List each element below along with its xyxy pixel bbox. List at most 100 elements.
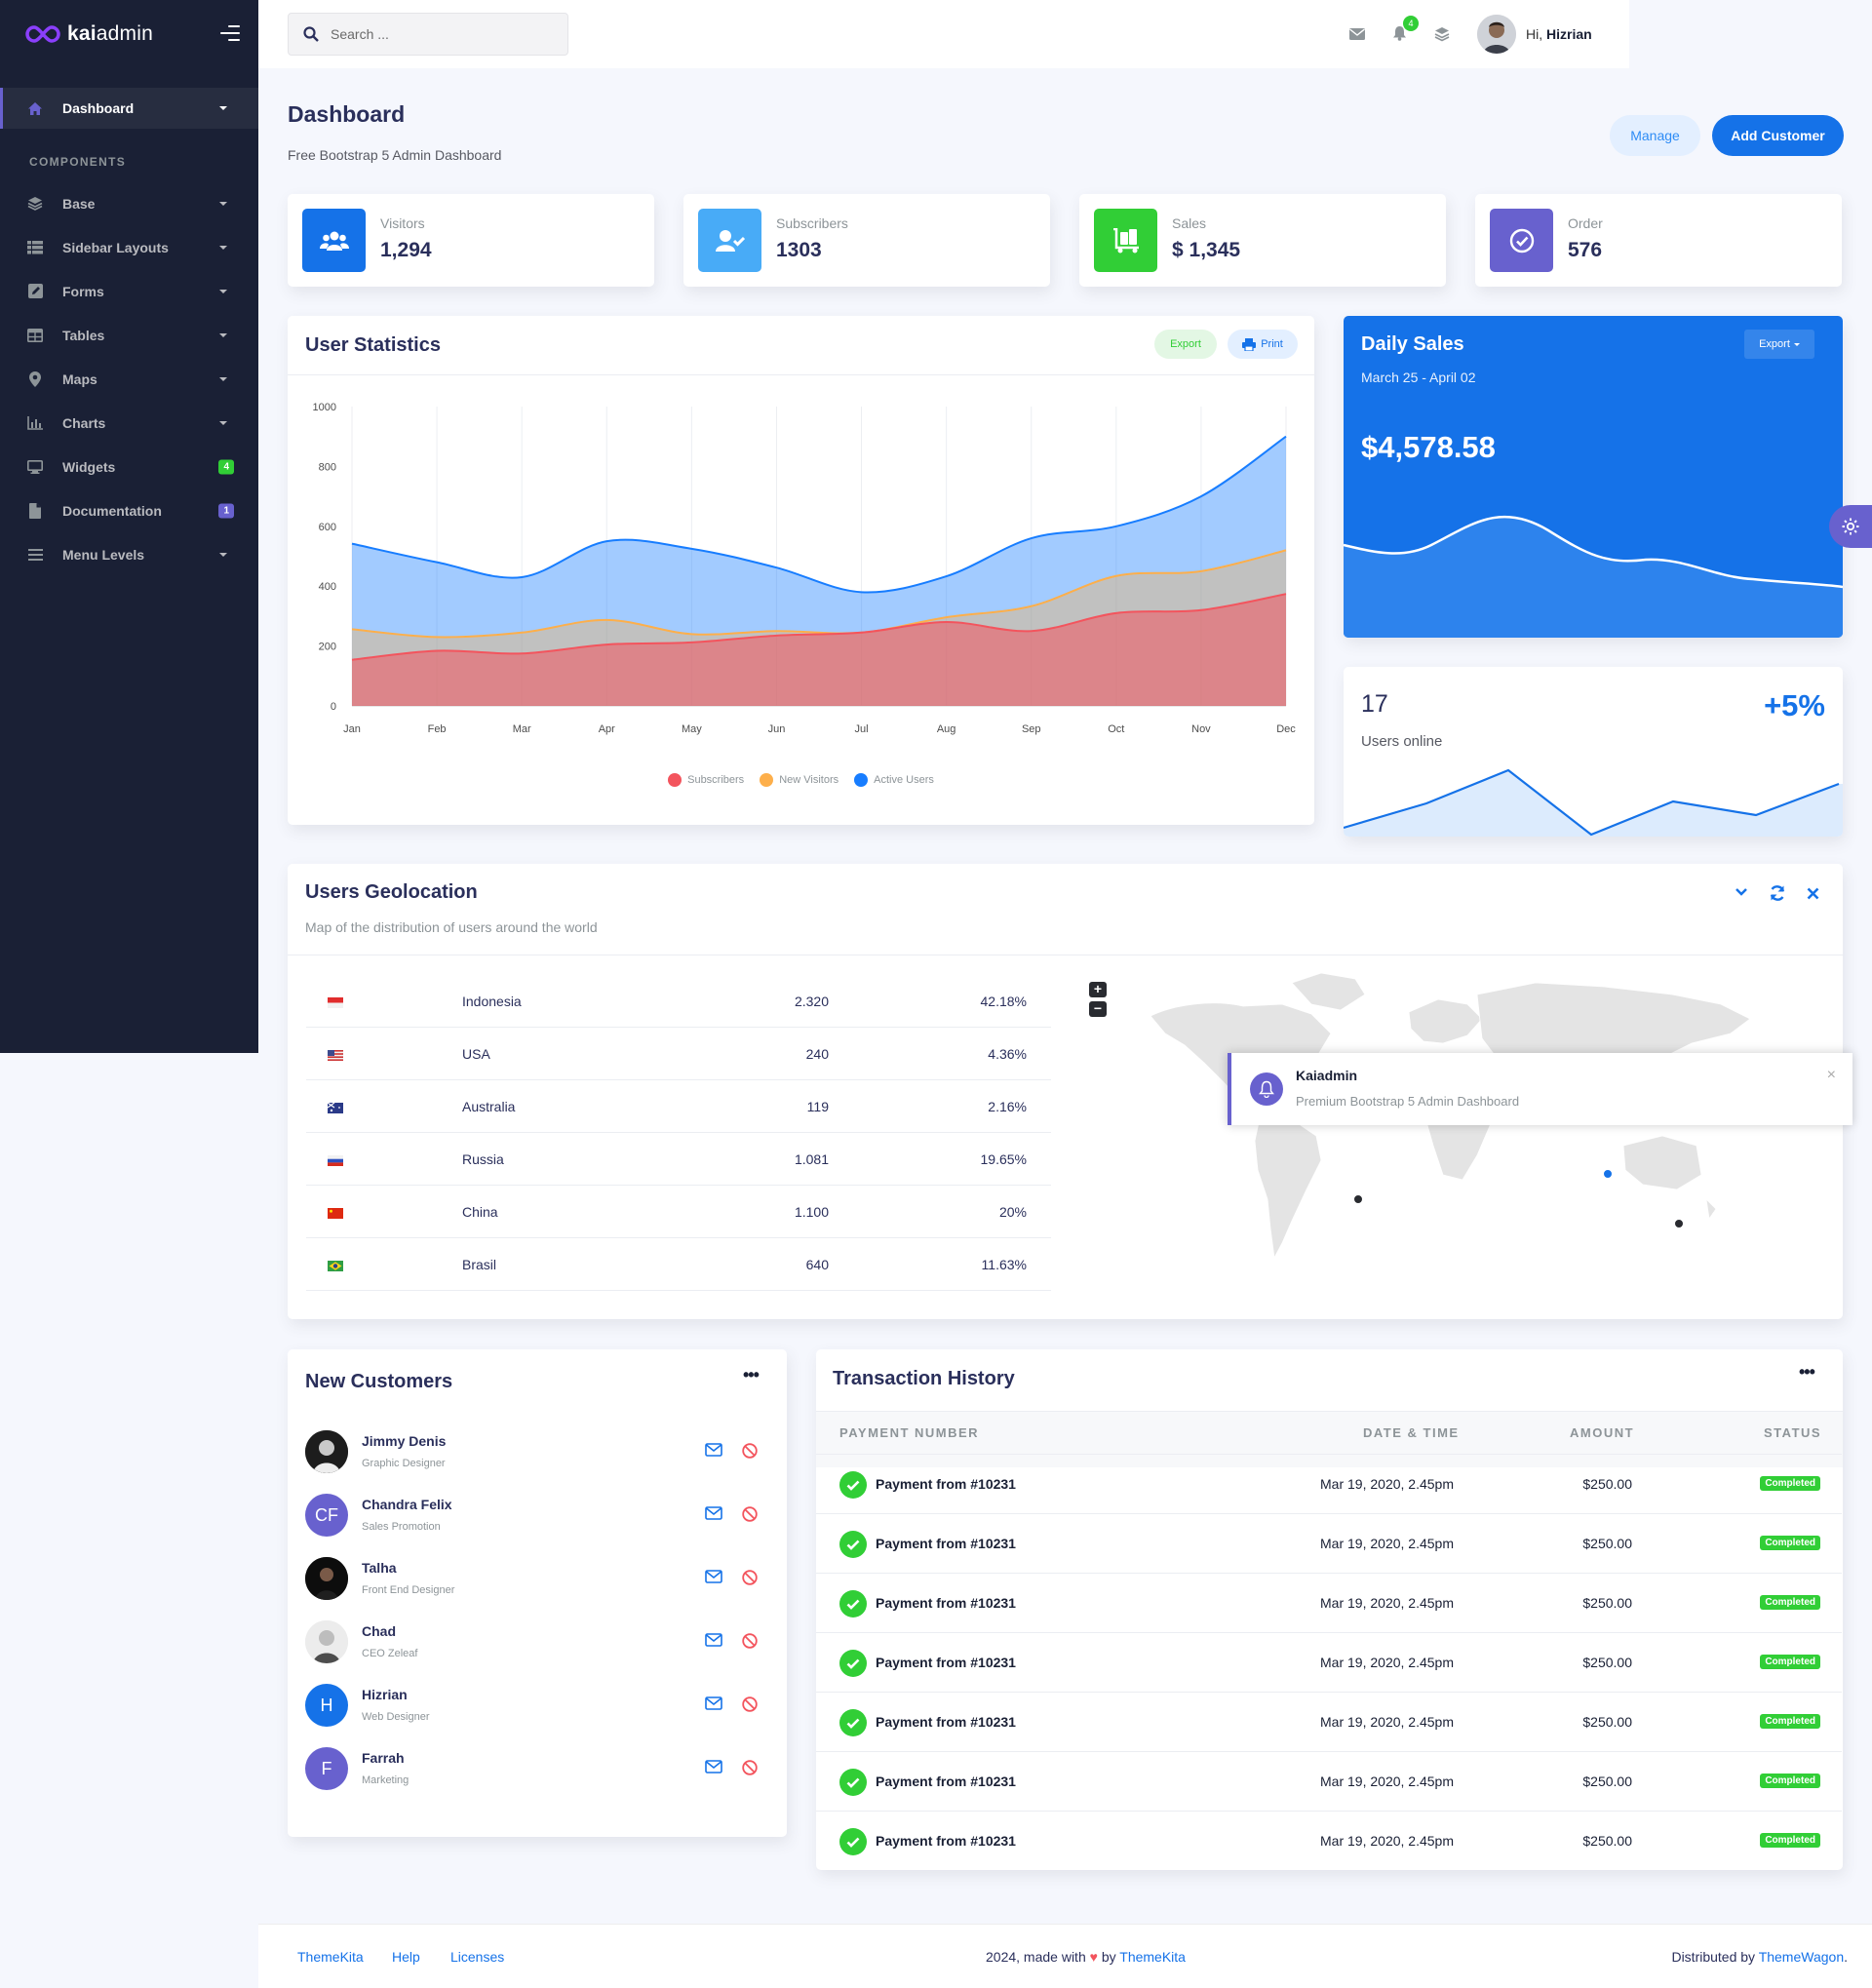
luggage-cart-icon — [1094, 209, 1157, 272]
stat-value: 1,294 — [380, 239, 432, 261]
ban-icon[interactable] — [742, 1570, 758, 1585]
zoom-out-button[interactable]: − — [1089, 1001, 1107, 1017]
envelope-icon[interactable] — [705, 1760, 722, 1774]
legend-item[interactable]: New Visitors — [760, 773, 838, 787]
envelope-icon[interactable] — [705, 1696, 722, 1710]
stat-value: 576 — [1568, 239, 1603, 261]
collapse-icon[interactable] — [1735, 887, 1748, 897]
chevron-down-icon — [219, 289, 227, 293]
table-row[interactable]: Payment from #10231 Mar 19, 2020, 2.45pm… — [816, 1751, 1842, 1811]
footer-link[interactable]: Licenses — [450, 1949, 505, 1965]
layer-group-icon[interactable] — [1434, 26, 1450, 42]
status-badge: Completed — [1760, 1536, 1820, 1550]
refresh-icon[interactable] — [1769, 884, 1786, 902]
card-title: New Customers — [305, 1371, 453, 1392]
manage-button[interactable]: Manage — [1610, 115, 1700, 156]
legend-item[interactable]: Active Users — [854, 773, 934, 787]
country-name: Russia — [462, 1151, 504, 1167]
close-icon[interactable] — [1807, 887, 1819, 900]
table-row[interactable]: Payment from #10231 Mar 19, 2020, 2.45pm… — [816, 1513, 1842, 1573]
column-header[interactable]: DATE & TIME — [1363, 1425, 1460, 1440]
column-header[interactable]: STATUS — [1764, 1425, 1822, 1440]
footer-link[interactable]: ThemeKita — [297, 1949, 364, 1965]
envelope-icon[interactable] — [1349, 28, 1365, 40]
sidebar-item-tables[interactable]: Tables — [0, 313, 258, 357]
list-item[interactable]: H Hizrian Web Designer — [305, 1684, 773, 1747]
toast-close-button[interactable]: × — [1826, 1067, 1836, 1083]
series-line-new-visitors — [351, 549, 1287, 639]
flag-icon — [328, 1208, 343, 1219]
file-icon — [27, 502, 43, 519]
ban-icon[interactable] — [742, 1760, 758, 1775]
sidebar-item-charts[interactable]: Charts — [0, 401, 258, 445]
table-row[interactable]: Payment from #10231 Mar 19, 2020, 2.45pm… — [816, 1811, 1842, 1870]
bell-icon[interactable] — [1392, 25, 1407, 41]
sidebar-item-maps[interactable]: Maps — [0, 357, 258, 401]
more-options-icon[interactable]: ••• — [743, 1365, 760, 1384]
legend-item[interactable]: Subscribers — [668, 773, 744, 787]
customer-role: CEO Zeleaf — [362, 1648, 418, 1659]
sidebar-item-widgets[interactable]: Widgets 4 — [0, 445, 258, 488]
table-row[interactable]: Payment from #10231 Mar 19, 2020, 2.45pm… — [816, 1573, 1842, 1632]
heart-icon: ♥ — [1089, 1949, 1098, 1965]
envelope-icon[interactable] — [705, 1570, 722, 1583]
list-item[interactable]: F Farrah Marketing — [305, 1747, 773, 1811]
footer-link[interactable]: ThemeKita — [1119, 1949, 1186, 1965]
ban-icon[interactable] — [742, 1443, 758, 1459]
list-item[interactable]: Chad CEO Zeleaf — [305, 1620, 773, 1684]
flag-icon — [328, 1050, 343, 1061]
series-line-active-users — [351, 435, 1287, 594]
chevron-down-icon — [219, 376, 227, 381]
envelope-icon[interactable] — [705, 1633, 722, 1647]
check-icon — [839, 1650, 867, 1677]
sidebar-item-base[interactable]: Base — [0, 181, 258, 225]
table-row[interactable]: Payment from #10231 Mar 19, 2020, 2.45pm… — [816, 1632, 1842, 1692]
user-percentage: 19.65% — [980, 1151, 1027, 1167]
sidebar-section-label: COMPONENTS — [29, 155, 127, 169]
column-header[interactable]: PAYMENT NUMBER — [839, 1425, 980, 1440]
x-tick-label: Nov — [1191, 723, 1211, 735]
payment-date: Mar 19, 2020, 2.45pm — [1320, 1655, 1454, 1670]
user-statistics-chart: 0 200 400 600 800 1000 Jan Feb Mar Apr May Jun Jul Au… — [313, 402, 1297, 735]
customer-name: Jimmy Denis — [362, 1433, 447, 1449]
table-row: USA 240 4.36% — [306, 1028, 1051, 1080]
users-online-sparkline — [1344, 768, 1843, 837]
table-row[interactable]: Payment from #10231 Mar 19, 2020, 2.45pm… — [816, 1454, 1842, 1513]
export-button[interactable]: Export — [1154, 330, 1217, 359]
footer-link[interactable]: Help — [392, 1949, 420, 1965]
chevron-down-icon — [219, 106, 227, 110]
list-item[interactable]: Jimmy Denis Graphic Designer — [305, 1430, 773, 1494]
chart-legend: Subscribers New Visitors Active Users — [288, 773, 1314, 787]
settings-button[interactable] — [1829, 505, 1872, 548]
sidebar-item-dashboard[interactable]: Dashboard — [0, 88, 258, 129]
add-customer-button[interactable]: Add Customer — [1712, 115, 1844, 156]
ban-icon[interactable] — [742, 1696, 758, 1712]
user-menu[interactable]: Hi, Hizrian — [1477, 15, 1592, 54]
table-row[interactable]: Payment from #10231 Mar 19, 2020, 2.45pm… — [816, 1692, 1842, 1751]
search-input[interactable]: Search ... — [288, 13, 568, 56]
ban-icon[interactable] — [742, 1506, 758, 1522]
sidebar-item-forms[interactable]: Forms — [0, 269, 258, 313]
column-header[interactable]: AMOUNT — [1570, 1425, 1635, 1440]
logo[interactable]: kaiadmin — [0, 0, 258, 68]
envelope-icon[interactable] — [705, 1443, 722, 1457]
envelope-icon[interactable] — [705, 1506, 722, 1520]
sidebar-item-sidebar-layouts[interactable]: Sidebar Layouts — [0, 225, 258, 269]
sidebar-toggle-icon[interactable] — [220, 25, 240, 46]
sidebar-item-documentation[interactable]: Documentation 1 — [0, 488, 258, 532]
zoom-in-button[interactable]: + — [1089, 982, 1107, 997]
online-change: +5% — [1764, 688, 1825, 722]
print-button[interactable]: Print — [1228, 330, 1298, 359]
payment-amount: $250.00 — [1582, 1536, 1632, 1551]
ban-icon[interactable] — [742, 1633, 758, 1649]
list-item[interactable]: Talha Front End Designer — [305, 1557, 773, 1620]
footer-link[interactable]: ThemeWagon — [1758, 1949, 1845, 1965]
list-item[interactable]: CF Chandra Felix Sales Promotion — [305, 1494, 773, 1557]
pen-square-icon — [27, 284, 43, 299]
user-greeting: Hi, Hizrian — [1526, 26, 1592, 42]
payment-number: Payment from #10231 — [876, 1655, 1016, 1670]
payment-date: Mar 19, 2020, 2.45pm — [1320, 1714, 1454, 1730]
export-dropdown[interactable]: Export — [1744, 330, 1814, 359]
more-options-icon[interactable]: ••• — [1799, 1362, 1815, 1382]
sidebar-item-menu-levels[interactable]: Menu Levels — [0, 532, 258, 576]
